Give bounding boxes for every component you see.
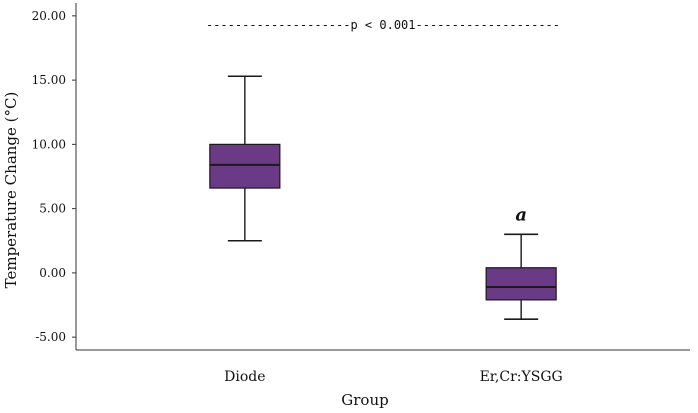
- box-1: a: [485, 204, 557, 320]
- axes: [75, 3, 690, 351]
- category-label: Diode: [224, 369, 265, 385]
- significance-annotation: --------------------p < 0.001-----------…: [206, 18, 560, 32]
- x-axis-title: Group: [341, 391, 388, 409]
- significance-dash-right: --------------------: [416, 18, 561, 32]
- boxes: a: [209, 75, 557, 320]
- significance-dash-left: --------------------: [206, 18, 351, 32]
- y-tick-label: 15.00: [32, 73, 66, 87]
- significance-text: p < 0.001: [350, 18, 415, 32]
- y-tick-label: 0.00: [39, 266, 66, 280]
- box-0: [209, 75, 281, 242]
- significance-label: --------------------p < 0.001-----------…: [206, 18, 560, 32]
- y-tick-label: 10.00: [32, 137, 66, 151]
- y-tick-label: -5.00: [35, 330, 66, 344]
- y-tick-label: 20.00: [32, 9, 66, 23]
- y-axis-title: Temperature Change (°C): [2, 92, 20, 289]
- category-label: Er,Cr:YSGG: [480, 369, 563, 385]
- y-tick-label: 5.00: [39, 202, 66, 216]
- y-tick-labels: -5.00 0.00 5.00 10.00 15.00 20.00: [32, 9, 76, 344]
- box-annotation: a: [515, 204, 527, 225]
- category-labels: Diode Er,Cr:YSGG: [224, 369, 563, 385]
- iqr-box: [209, 143, 281, 189]
- iqr-box: [485, 267, 557, 301]
